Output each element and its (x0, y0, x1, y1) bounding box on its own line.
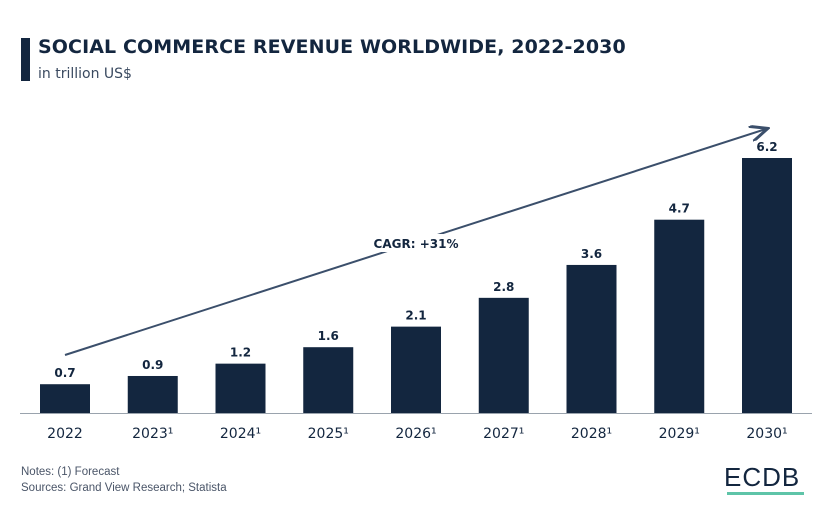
cagr-label: CAGR: +31% (374, 237, 459, 251)
value-label-5: 2.8 (493, 280, 514, 294)
value-label-0: 0.7 (54, 366, 75, 380)
logo-underline (727, 492, 804, 495)
bar-7 (654, 219, 705, 413)
bar-3 (303, 347, 354, 413)
bar-1 (127, 375, 178, 413)
ecdb-logo: ECDB (724, 462, 801, 492)
bar-4 (391, 326, 441, 413)
x-tick-label-3: 2025¹ (308, 426, 349, 442)
x-tick-label-4: 2026¹ (395, 426, 436, 442)
bar-5 (478, 297, 529, 413)
bar-0 (40, 384, 90, 413)
sources-text: Sources: Grand View Research; Statista (21, 482, 227, 494)
footnotes: Notes: (1) Forecast Sources: Grand View … (21, 464, 227, 496)
chart-title: SOCIAL COMMERCE REVENUE WORLDWIDE, 2022-… (38, 36, 626, 58)
value-label-7: 4.7 (669, 202, 690, 216)
value-label-8: 6.2 (756, 140, 777, 154)
bar-6 (566, 264, 617, 413)
bar-8 (742, 158, 792, 413)
x-tick-label-7: 2029¹ (659, 426, 700, 442)
x-tick-label-1: 2023¹ (132, 426, 173, 442)
x-tick-label-0: 2022 (47, 426, 83, 442)
value-label-1: 0.9 (142, 358, 163, 372)
bar-2 (215, 363, 266, 413)
notes-text: Notes: (1) Forecast (21, 466, 120, 478)
value-label-6: 3.6 (581, 247, 602, 261)
value-label-4: 2.1 (405, 309, 426, 323)
value-label-2: 1.2 (230, 346, 251, 360)
x-tick-label-5: 2027¹ (483, 426, 524, 442)
chart-subtitle: in trillion US$ (38, 66, 132, 82)
x-tick-label-8: 2030¹ (746, 426, 787, 442)
cagr-label-background (372, 234, 460, 252)
value-label-3: 1.6 (318, 329, 339, 343)
x-tick-label-2: 2024¹ (220, 426, 261, 442)
title-accent-bar (21, 38, 30, 81)
x-tick-label-6: 2028¹ (571, 426, 612, 442)
